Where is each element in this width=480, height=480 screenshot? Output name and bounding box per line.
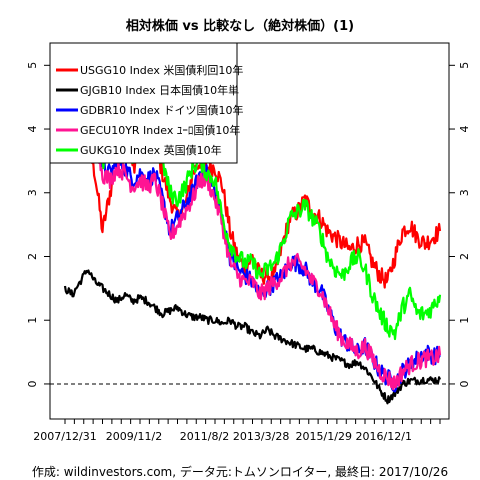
y-tick-label-right: 4 bbox=[458, 126, 471, 133]
x-tick-label: 2007/12/31 bbox=[33, 430, 96, 443]
y-tick-label-left: 5 bbox=[26, 62, 39, 69]
y-tick-label-left: 1 bbox=[26, 317, 39, 324]
y-axis-left: 0 1 2 3 4 5 bbox=[26, 62, 51, 387]
y-tick-label-left: 3 bbox=[26, 189, 39, 196]
y-tick-label-left: 0 bbox=[26, 380, 39, 387]
x-tick-label: 2013/3/28 bbox=[233, 430, 289, 443]
series-line-1 bbox=[63, 269, 442, 405]
y-tick-label-right: 1 bbox=[458, 317, 471, 324]
legend-label-3: GECU10YR Index ﾕｰﾛ国債10年 bbox=[80, 123, 240, 137]
legend-label-4: GUKG10 Index 英国債10年 bbox=[80, 143, 222, 157]
y-tick-label-right: 5 bbox=[458, 62, 471, 69]
y-tick-label-left: 2 bbox=[26, 253, 39, 260]
x-tick-label: 2011/8/2 bbox=[180, 430, 229, 443]
legend-label-1: GJGB10 Index 日本国債10年単 bbox=[80, 83, 239, 97]
series-line-3 bbox=[63, 90, 442, 391]
legend-label-2: GDBR10 Index ドイツ国債10年 bbox=[80, 103, 243, 117]
legend-label-0: USGG10 Index 米国債利回10年 bbox=[80, 63, 243, 77]
x-tick-label: 2015/1/29 bbox=[296, 430, 352, 443]
y-axis-right: 0 1 2 3 4 5 bbox=[448, 62, 471, 387]
x-tick-label: 2016/12/1 bbox=[356, 430, 412, 443]
y-tick-label-left: 4 bbox=[26, 126, 39, 133]
chart-caption: 作成: wildinvestors.com, データ元:トムソンロイター, 最終… bbox=[32, 464, 448, 479]
y-tick-label-right: 2 bbox=[458, 253, 471, 260]
y-tick-label-right: 3 bbox=[458, 189, 471, 196]
legend: USGG10 Index 米国債利回10年 GJGB10 Index 日本国債10… bbox=[49, 42, 243, 164]
x-tick-label: 2009/11/2 bbox=[106, 430, 162, 443]
x-axis: 2007/12/31 2009/11/2 2011/8/2 2013/3/28 2015… bbox=[33, 419, 441, 443]
legend-box bbox=[49, 42, 238, 164]
chart-title: 相対株価 vs 比較なし（絶対株価）(1) bbox=[126, 18, 354, 34]
y-tick-label-right: 0 bbox=[458, 380, 471, 387]
